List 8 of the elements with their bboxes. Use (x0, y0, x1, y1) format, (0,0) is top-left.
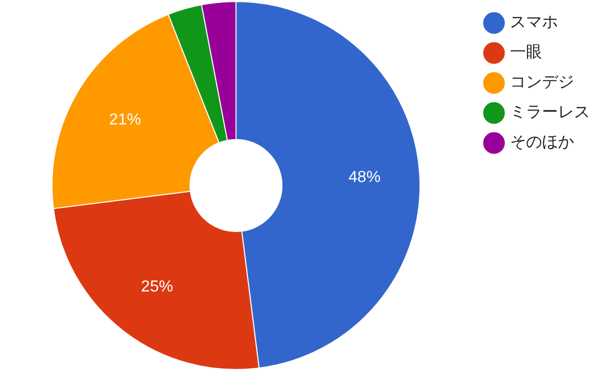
data-label: 25% (141, 278, 174, 296)
legend-label: 一眼 (510, 42, 542, 62)
legend-label: スマホ (510, 12, 558, 32)
data-label: 48% (348, 168, 381, 186)
legend-label: そのほか (510, 132, 574, 152)
legend-label: ミラーレス (510, 102, 590, 122)
legend-label: コンデジ (510, 72, 574, 92)
data-label: 21% (109, 111, 142, 128)
